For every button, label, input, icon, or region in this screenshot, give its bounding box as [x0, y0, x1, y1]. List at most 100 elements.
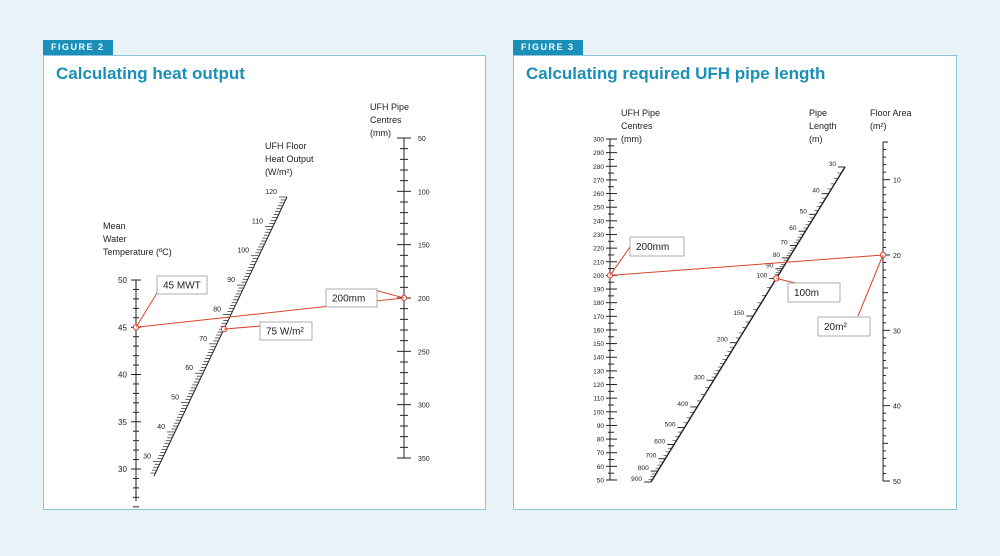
centres-tick-label: 170 [593, 314, 604, 321]
centres-tick-label: 180 [593, 300, 604, 307]
pipe-length-callout: 100m [794, 288, 819, 299]
mwt-tick-label: 45 [118, 323, 127, 332]
centres-tick-label: 200 [418, 296, 430, 303]
mwt-tick-label: 30 [118, 465, 127, 474]
centres-tick-label: 250 [593, 205, 604, 212]
centres-tick-label: 100 [418, 189, 430, 196]
centres-callout-box [325, 288, 378, 308]
centres-tick-label: 100 [593, 409, 604, 416]
isopleth-line [609, 254, 884, 276]
centres-tick-label: 230 [593, 232, 604, 239]
centres-callout: 200mm [636, 242, 669, 253]
centres-tick-label: 300 [593, 137, 604, 144]
centres-tick-label: 190 [593, 287, 604, 294]
centres-tick-label: 270 [593, 177, 604, 184]
centres-axis-label-line: Centres [370, 115, 402, 125]
area-tick-label: 20 [893, 253, 901, 260]
heat-output-tick-label: 120 [265, 189, 277, 196]
area-axis-label-line: Floor Area [870, 108, 912, 118]
pipe-length-axis-line [650, 166, 846, 483]
mwt-tick-label: 40 [118, 371, 127, 380]
area-marker [879, 251, 887, 259]
pipe-length-tick-label: 500 [665, 422, 676, 429]
pipe-length-marker [773, 275, 780, 282]
centres-tick-label: 350 [418, 456, 430, 463]
centres-tick-label: 250 [418, 349, 430, 356]
centres-tick-label: 50 [597, 478, 605, 485]
centres-axis-label-line: UFH Pipe [370, 102, 409, 112]
centres-axis-label-line: UFH Pipe [621, 108, 660, 118]
pipe-length-callout-box [787, 282, 841, 303]
area-leader [857, 254, 884, 317]
mwt-axis-label-line: Temperature (ºC) [103, 247, 172, 257]
pipe-length-nomogram: 5060708090100110120130140150160170180190… [593, 108, 912, 486]
centres-axis-label-line: Centres [621, 121, 653, 131]
centres-tick-label: 80 [597, 437, 605, 444]
pipe-length-tick-label: 100 [756, 273, 767, 280]
figure-3-tag: FIGURE 3 [513, 40, 583, 55]
mwt-callout: 45 MWT [163, 281, 201, 292]
centres-tick-label: 150 [593, 341, 604, 348]
pipe-length-tick-label: 80 [773, 252, 781, 259]
centres-tick-label: 220 [593, 246, 604, 253]
heat-output-tick-label: 40 [157, 424, 165, 431]
heat-output-callout: 75 W/m² [266, 327, 304, 338]
centres-tick-label: 300 [418, 403, 430, 410]
centres-tick-label: 90 [597, 423, 605, 430]
pipe-length-tick-label: 200 [717, 337, 728, 344]
area-tick-label: 50 [893, 479, 901, 486]
area-tick-label: 40 [893, 404, 901, 411]
pipe-length-tick-label: 400 [677, 401, 688, 408]
heat-output-tick-label: 100 [237, 248, 249, 255]
centres-callout-box [629, 236, 685, 257]
pipe-length-tick-label: 30 [829, 161, 837, 168]
heat-output-tick-label: 90 [227, 277, 235, 284]
centres-tick-label: 110 [594, 396, 605, 403]
pipe-length-tick-label: 300 [694, 374, 705, 381]
heat-output-axis-label-line: (W/m²) [265, 167, 292, 177]
pipe-length-tick-label: 90 [766, 263, 774, 270]
centres-callout: 200mm [332, 294, 365, 305]
figure-3-title: Calculating required UFH pipe length [526, 64, 826, 83]
area-tick-label: 10 [893, 178, 901, 185]
heat-output-nomogram: 30 35 40 45 50 Mean Water Temperature (ºC) 30 40 5… [103, 102, 430, 508]
centres-tick-label: 120 [593, 382, 604, 389]
pipe-length-tick-label: 700 [645, 453, 656, 460]
centres-tick-label: 260 [593, 191, 604, 198]
centres-axis-label-line: (mm) [370, 128, 391, 138]
centres-tick-label: 200 [593, 273, 604, 280]
centres-tick-label: 60 [597, 464, 605, 471]
figure-2-title: Calculating heat output [56, 64, 245, 83]
heat-output-tick-label: 110 [252, 218, 263, 225]
centres-tick-label: 290 [593, 150, 604, 157]
figure-2-panel: Calculating heat output 30 35 40 45 50 Mean Wa… [43, 55, 486, 510]
pipe-length-tick-label: 70 [780, 239, 788, 246]
mwt-tick-label: 50 [118, 276, 127, 285]
figure-3-panel: Calculating required UFH pipe length 50 6… [513, 55, 957, 510]
figure-2-tag: FIGURE 2 [43, 40, 113, 55]
centres-leader [609, 246, 631, 276]
centres-tick-label: 160 [593, 327, 604, 334]
pipe-length-tick-label: 600 [654, 438, 665, 445]
centres-tick-label: 240 [593, 218, 604, 225]
mwt-axis-label-line: Mean [103, 221, 126, 231]
pipe-length-axis-label-line: (m) [809, 134, 823, 144]
pipe-length-tick-label: 40 [812, 188, 820, 195]
centres-tick-label: 50 [418, 136, 426, 143]
centres-tick-label: 150 [418, 243, 430, 250]
mwt-tick-label: 35 [118, 418, 127, 427]
heat-output-tick-label: 70 [199, 336, 207, 343]
heat-output-callout-box [259, 321, 313, 341]
centres-tick-label: 280 [593, 164, 604, 171]
heat-output-tick-label: 80 [213, 306, 221, 313]
pipe-length-tick-label: 800 [638, 465, 649, 472]
centres-tick-label: 130 [593, 368, 604, 375]
centres-tick-label: 70 [597, 450, 605, 457]
heat-output-leader [223, 325, 261, 330]
heat-output-tick-label: 30 [143, 453, 151, 460]
pipe-length-tick-label: 150 [733, 310, 744, 317]
heat-output-axis-label-line: Heat Output [265, 154, 314, 164]
area-callout-box [817, 316, 871, 337]
area-tick-label: 30 [893, 328, 901, 335]
heat-output-tick-label: 50 [171, 395, 179, 402]
